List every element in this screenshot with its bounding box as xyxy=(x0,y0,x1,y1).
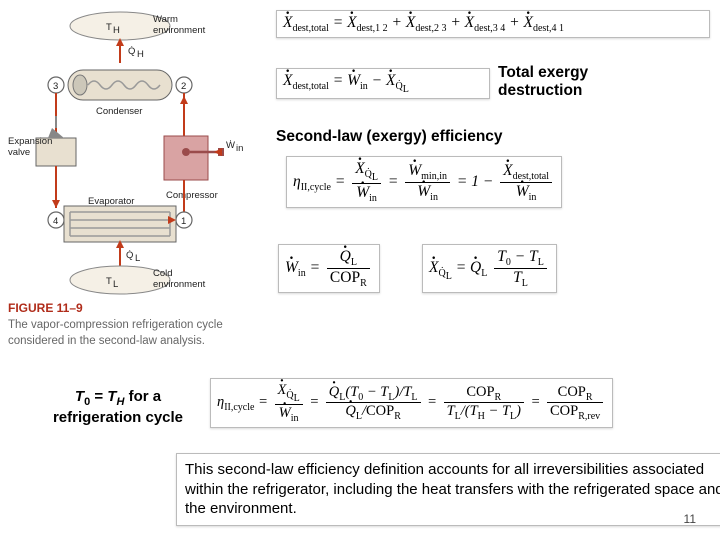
evaporator-label: Evaporator xyxy=(88,196,134,207)
svg-text:valve: valve xyxy=(8,147,30,158)
diagram-svg: Warm environment T H Q̇ H 3 2 Condenser xyxy=(8,8,258,298)
total-exergy-label: Total exergydestruction xyxy=(498,64,588,100)
ql-label: Q̇ xyxy=(126,250,133,261)
eq-eta-main: ηII,cycle = XQ̇LWin = Wmin,inWin = 1 − X… xyxy=(286,156,562,208)
svg-text:in: in xyxy=(236,143,243,154)
svg-text:environment: environment xyxy=(153,279,206,290)
node-2: 2 xyxy=(181,81,186,92)
eq-win: Win = QLCOPR xyxy=(278,244,380,293)
figure-text: The vapor-compression refrigeration cycl… xyxy=(8,318,258,349)
figure-number: FIGURE 11–9 xyxy=(8,300,258,316)
page-number: 11 xyxy=(684,512,696,526)
svg-text:Cold: Cold xyxy=(153,268,173,279)
th-label: T xyxy=(106,22,112,33)
warm-env-label: Warm xyxy=(153,14,178,25)
refrigeration-diagram: Warm environment T H Q̇ H 3 2 Condenser xyxy=(8,8,258,328)
explanation-text: This second-law efficiency definition ac… xyxy=(176,453,720,526)
svg-text:environment: environment xyxy=(153,25,206,36)
eq-xql: XQ̇L = QL T0 − TLTL xyxy=(422,244,557,293)
eq-total-sum: Xdest,total = Xdest,1 2 + Xdest,2 3 + Xd… xyxy=(276,10,710,38)
svg-text:L: L xyxy=(135,253,140,264)
figure-caption: FIGURE 11–9 The vapor-compression refrig… xyxy=(8,300,258,349)
eq-eta-long: ηII,cycle = XQ̇LWin = QL(T0 − TL)/TLQL/C… xyxy=(210,378,613,428)
node-1: 1 xyxy=(181,216,186,227)
eq-total-diff: Xdest,total = Win − XQ̇L xyxy=(276,68,490,99)
svg-text:H: H xyxy=(137,49,144,60)
second-law-label: Second-law (exergy) efficiency xyxy=(276,128,503,146)
node-4: 4 xyxy=(53,216,58,227)
node-3: 3 xyxy=(53,81,58,92)
exp-valve-label: Expansion xyxy=(8,136,52,147)
compressor-label: Compressor xyxy=(166,190,218,201)
tl-label: T xyxy=(106,276,112,287)
t0-note: T0 = TH for arefrigeration cycle xyxy=(38,388,198,427)
svg-text:H: H xyxy=(113,25,120,36)
condenser-label: Condenser xyxy=(96,106,142,117)
qh-label: Q̇ xyxy=(128,46,135,57)
win-label: Ẇ xyxy=(226,140,235,151)
svg-text:L: L xyxy=(113,279,118,290)
